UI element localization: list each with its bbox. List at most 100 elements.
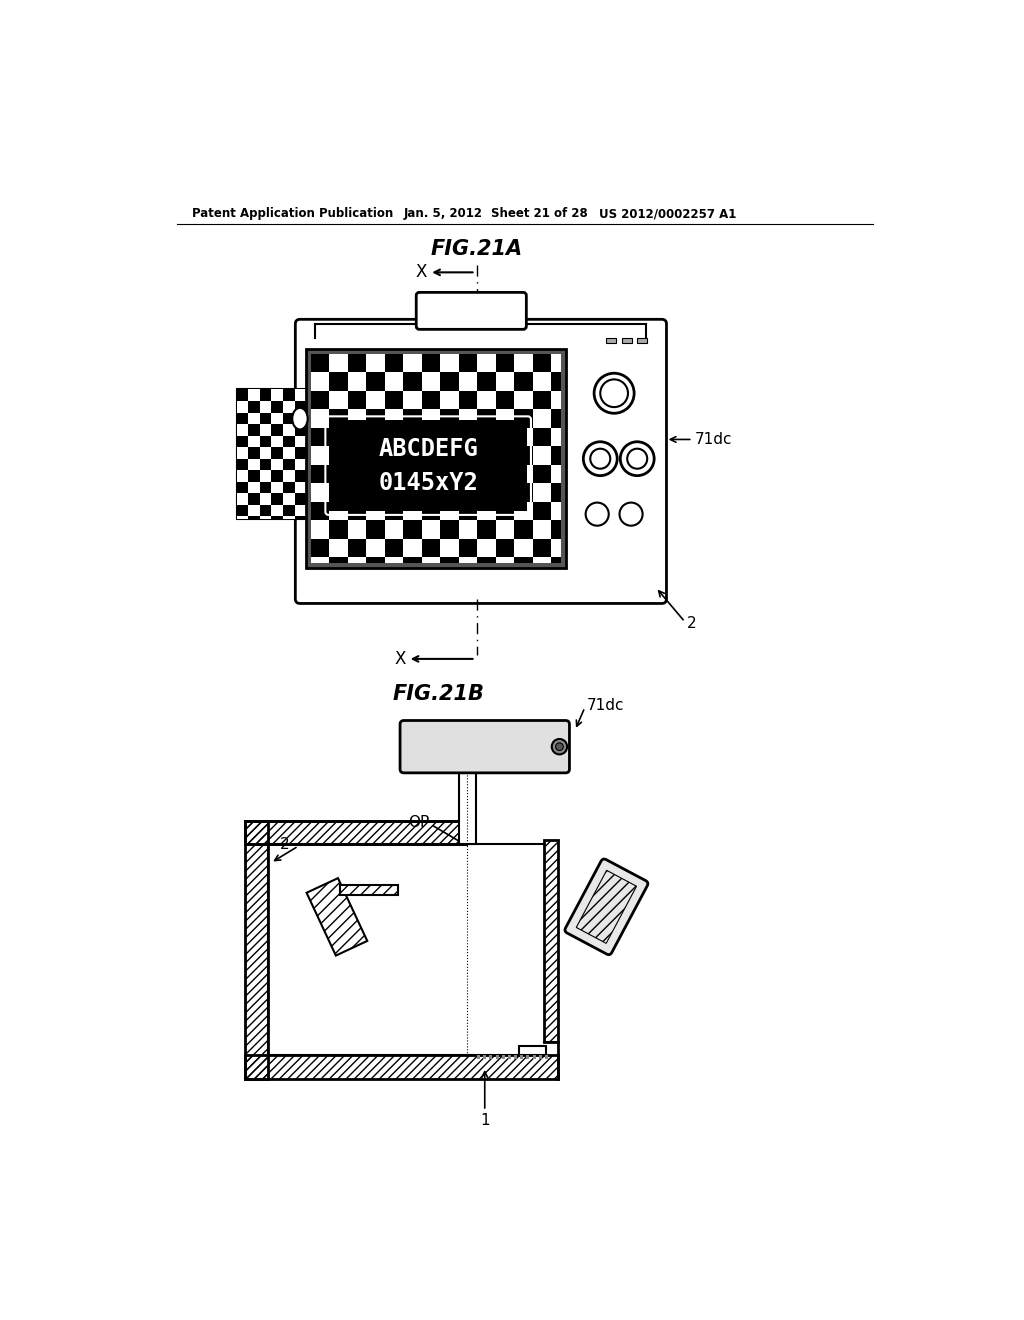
Bar [385, 409, 403, 428]
Bar [295, 516, 306, 519]
Bar [403, 446, 422, 465]
Bar [440, 391, 459, 409]
Bar [330, 409, 348, 428]
Bar [310, 391, 330, 409]
Bar [422, 391, 440, 409]
Bar [367, 520, 385, 539]
Bar [249, 506, 260, 516]
Bar [622, 338, 632, 343]
Bar [245, 821, 558, 1078]
Bar [496, 391, 514, 409]
Bar [403, 465, 422, 483]
Bar [348, 372, 367, 391]
Bar [422, 409, 440, 428]
Bar [271, 436, 283, 447]
Bar [532, 465, 551, 483]
Bar [459, 520, 477, 539]
Bar [330, 483, 348, 502]
Bar [237, 389, 249, 401]
Circle shape [621, 442, 654, 475]
Bar [637, 338, 647, 343]
Bar [310, 372, 330, 391]
Bar [367, 409, 385, 428]
Bar [260, 436, 271, 447]
Bar [237, 459, 249, 470]
Bar [283, 401, 295, 412]
Circle shape [620, 503, 643, 525]
Bar [295, 459, 306, 470]
Bar [403, 539, 422, 557]
Bar [459, 557, 477, 564]
Bar [422, 354, 440, 372]
Bar [532, 502, 551, 520]
Bar [310, 409, 330, 428]
Bar [237, 389, 306, 519]
Bar [440, 354, 459, 372]
Bar [367, 391, 385, 409]
Bar [330, 354, 348, 372]
Text: OP: OP [409, 814, 429, 830]
Bar [496, 1056, 499, 1059]
Bar [526, 1056, 529, 1059]
Bar [249, 389, 260, 401]
Bar [249, 459, 260, 470]
Bar [477, 520, 496, 539]
Bar [489, 1056, 493, 1059]
Circle shape [584, 442, 617, 475]
Bar [551, 483, 561, 502]
Bar [606, 338, 616, 343]
Circle shape [590, 449, 610, 469]
Bar [532, 520, 551, 539]
Bar [385, 354, 403, 372]
Bar [367, 483, 385, 502]
Bar [514, 520, 532, 539]
Bar [403, 372, 422, 391]
Bar [310, 520, 330, 539]
Bar [551, 391, 561, 409]
Bar [310, 539, 330, 557]
Bar [532, 428, 551, 446]
Bar [249, 447, 260, 459]
Bar [483, 1056, 486, 1059]
Bar [306, 878, 368, 956]
Bar [283, 470, 295, 482]
Bar [249, 494, 260, 506]
Bar [496, 502, 514, 520]
Bar [260, 413, 271, 424]
Bar [310, 446, 330, 465]
Bar [514, 446, 532, 465]
Bar [422, 502, 440, 520]
Bar [348, 428, 367, 446]
Bar [271, 424, 283, 436]
Bar [532, 483, 551, 502]
Circle shape [552, 739, 567, 755]
Bar [245, 1056, 558, 1078]
Bar [306, 878, 368, 956]
Bar [330, 465, 348, 483]
Bar [385, 483, 403, 502]
Text: 71dc: 71dc [695, 432, 732, 447]
Bar [237, 482, 249, 494]
Bar [496, 372, 514, 391]
Bar [249, 436, 260, 447]
Bar [348, 557, 367, 564]
Bar [514, 557, 532, 564]
FancyBboxPatch shape [565, 859, 648, 954]
Text: 0145xY2: 0145xY2 [378, 470, 478, 495]
Bar [260, 506, 271, 516]
Bar [348, 483, 367, 502]
Bar [283, 494, 295, 506]
Circle shape [556, 743, 563, 751]
Bar [348, 539, 367, 557]
Bar [310, 465, 330, 483]
Text: FIG.21A: FIG.21A [431, 239, 523, 259]
Bar [385, 446, 403, 465]
Text: US 2012/0002257 A1: US 2012/0002257 A1 [599, 207, 736, 220]
Bar [385, 557, 403, 564]
Bar [271, 506, 283, 516]
Bar [340, 886, 398, 895]
Bar [283, 447, 295, 459]
Bar [459, 502, 477, 520]
Bar [532, 539, 551, 557]
Bar [385, 372, 403, 391]
